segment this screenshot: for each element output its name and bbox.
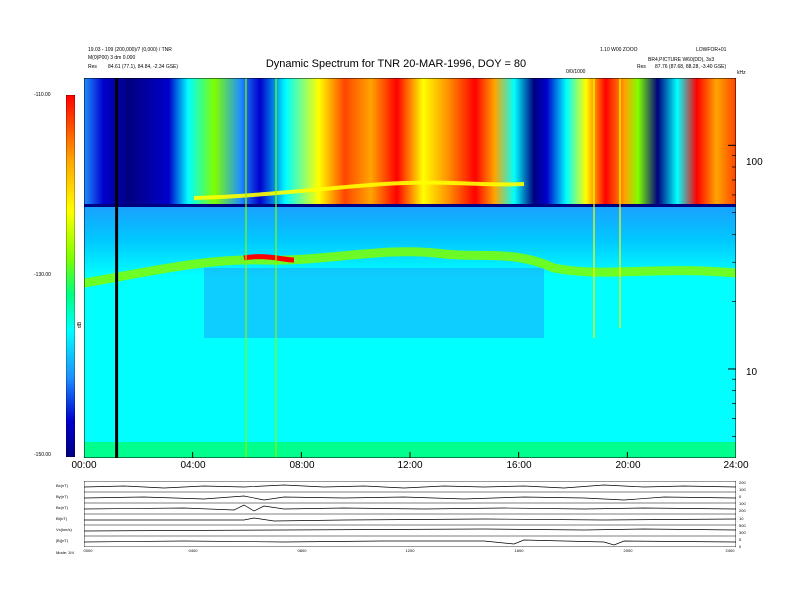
bz-trace — [84, 504, 736, 512]
panel-x-tick-1: 0400 — [188, 548, 198, 553]
panel-right-tick-4: 200 — [739, 508, 746, 513]
x-tick-label-2: 08:00 — [289, 460, 315, 471]
bx-trace — [84, 484, 736, 489]
panel-label-bz: Bz(nT) — [56, 505, 68, 510]
header-right-res-label: Res — [637, 64, 646, 70]
header-right-info-1b: LOWFOR+01 — [696, 47, 727, 53]
panel-label-b-mag: |B|(nT) — [56, 538, 69, 543]
x-tick-label-6: 24:00 — [723, 460, 749, 471]
panel-right-tick-9: 0 — [739, 544, 742, 549]
panel-x-tick-6: 2400 — [725, 548, 735, 553]
panel-right-tick-5: 10 — [739, 516, 744, 521]
khz-unit-label: kHz — [737, 70, 746, 76]
emission-lane-core — [243, 254, 295, 263]
panel-right-tick-7: 300 — [739, 530, 746, 535]
header-right-res-value: 87.76 (87.68, 88.28, -3.40 GSE) — [655, 64, 727, 70]
panel-footer-label: Mode: 3/4 — [56, 550, 74, 555]
upper-emission-lane — [193, 180, 525, 200]
header-right-info-1a: 1.10 W00 ZOOO — [600, 47, 638, 53]
panel-label-by: By(nT) — [56, 494, 68, 499]
panel-x-tick-3: 1200 — [405, 548, 415, 553]
panel-right-tick-3: 100 — [739, 501, 746, 506]
panel-x-tick-2: 0800 — [297, 548, 307, 553]
panel-x-tick-5: 2000 — [623, 548, 633, 553]
colorbar-unit: dB — [77, 321, 84, 329]
colorbar-tick-bottom: -150.00 — [34, 452, 51, 458]
by-trace — [84, 495, 736, 501]
panel-right-tick-8: 5 — [739, 537, 742, 542]
panel-label-vx: Vx(km/s) — [56, 527, 72, 532]
panel-x-tick-4: 1600 — [514, 548, 524, 553]
panel-x-tick-0: 0000 — [83, 548, 93, 553]
y-tick-label-100: 100 — [746, 157, 763, 168]
high-frequency-band — [84, 78, 736, 206]
panel-label-bt: Bt(nT) — [56, 516, 68, 521]
low-frequency-floor — [84, 442, 736, 458]
band-separator — [84, 204, 736, 207]
dynamic-spectrum-plot — [84, 78, 736, 458]
panel-label-bx: Bx(nT) — [56, 483, 68, 488]
emission-lane — [84, 247, 736, 288]
x-tick-label-5: 20:00 — [615, 460, 641, 471]
chart-title: Dynamic Spectrum for TNR 20-MAR-1996, DO… — [265, 58, 527, 70]
x-tick-label-0: 00:00 — [71, 460, 97, 471]
vx-trace — [84, 528, 736, 532]
header-left-info-1: 19.03 - 109 (200,000)/7 (0,000) / TNR — [88, 47, 172, 53]
panel-right-tick-2: 0 — [739, 494, 742, 499]
y-tick-label-10: 10 — [746, 367, 758, 378]
x-tick-label-3: 12:00 — [397, 460, 423, 471]
panel-right-tick-0: 200 — [739, 480, 746, 485]
colorbar-tick-top: -110.00 — [34, 92, 51, 98]
header-left-info-2: M(0)P00) 3 dm 0.000 — [88, 55, 136, 61]
bt-trace — [84, 517, 736, 522]
x-tick-label-4: 16:00 — [506, 460, 532, 471]
x-tick-label-1: 04:00 — [180, 460, 206, 471]
colorbar — [66, 95, 75, 457]
header-left-res-label: Res — [88, 64, 97, 70]
lower-mid-band — [204, 268, 544, 338]
header-left-res-value: 84.61 (77.1), 84.84, -2.34 GSE) — [108, 64, 179, 70]
b-mag-trace — [84, 539, 736, 546]
y-tick-marks — [728, 78, 736, 437]
colorbar-tick-mid: -130.00 — [34, 272, 51, 278]
header-mid-small: 0/0/1000 — [566, 69, 586, 75]
panel-right-tick-1: 100 — [739, 487, 746, 492]
parameter-panels — [84, 481, 736, 547]
header-right-info-2: BR4,PICTURE W60(DD), 3x3 — [648, 57, 715, 63]
panel-right-tick-6: 500 — [739, 523, 746, 528]
x-tick-marks — [84, 452, 736, 458]
